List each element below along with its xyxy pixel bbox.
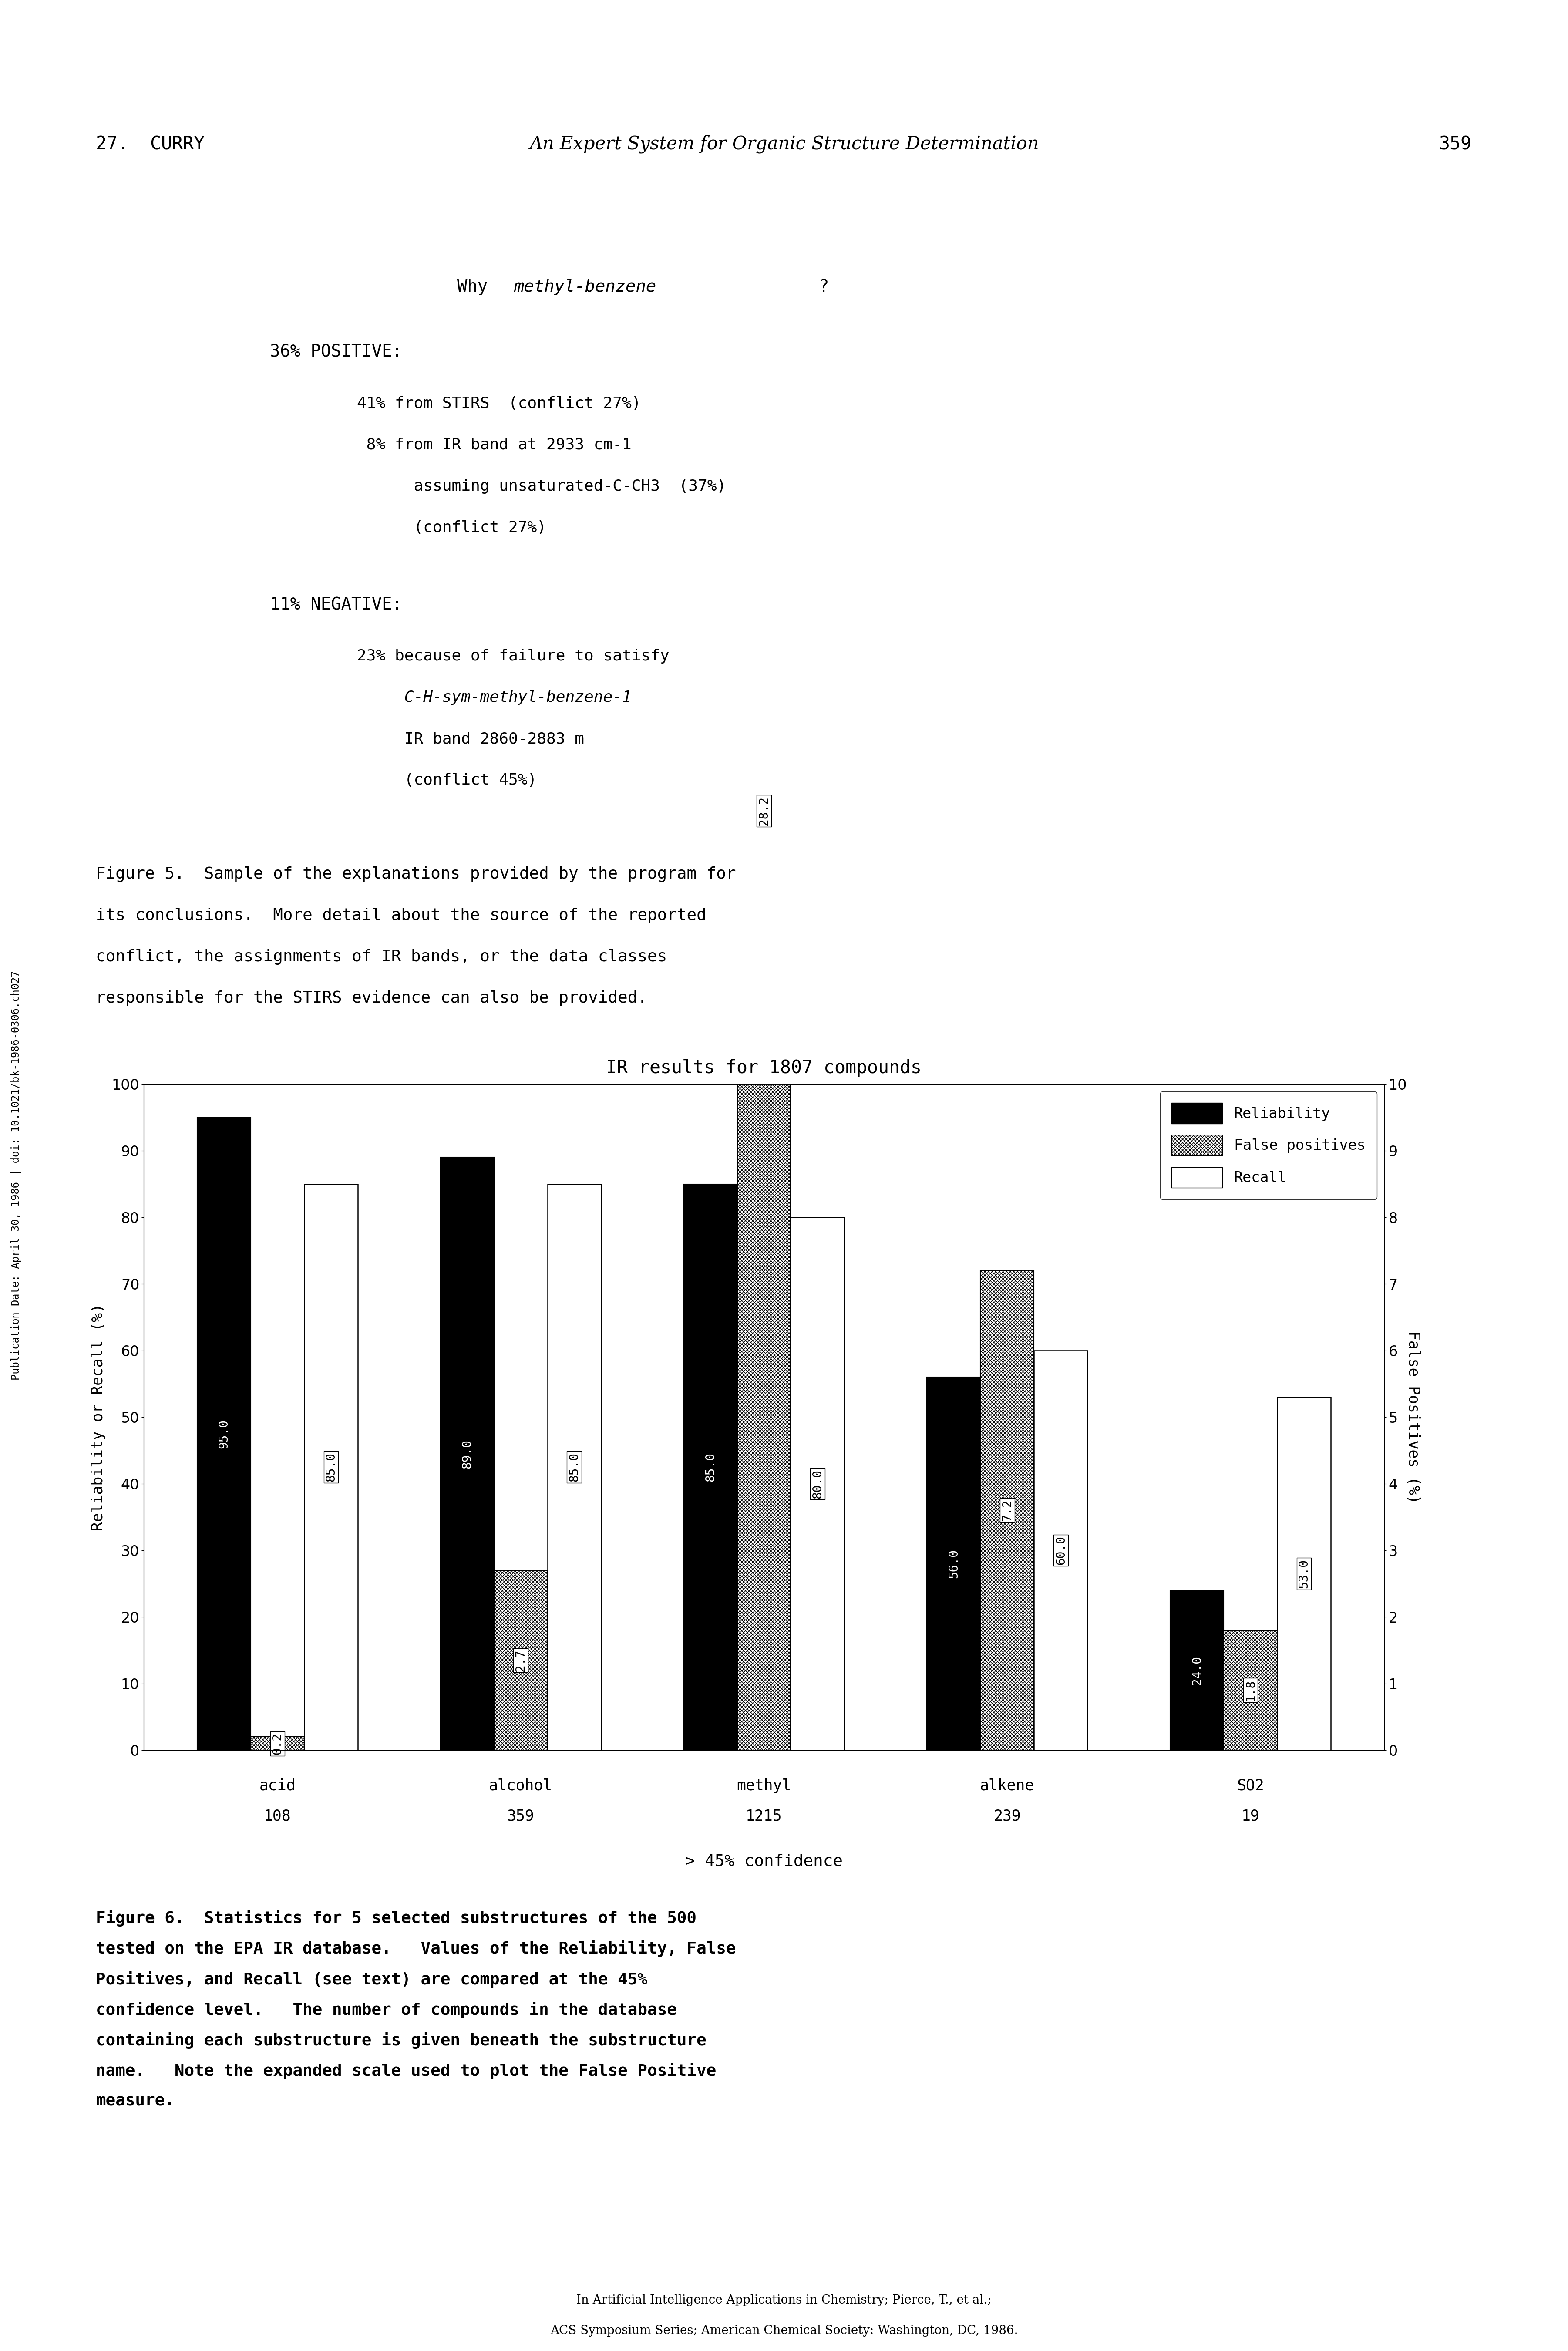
Text: its conclusions.  More detail about the source of the reported: its conclusions. More detail about the s… <box>96 907 707 924</box>
Text: methyl: methyl <box>737 1777 792 1794</box>
Text: measure.: measure. <box>96 2092 174 2109</box>
Text: 27.  CURRY: 27. CURRY <box>96 134 204 153</box>
Text: 85.0: 85.0 <box>704 1453 717 1481</box>
Text: 359: 359 <box>1439 134 1471 153</box>
Bar <box>198 1117 251 1749</box>
Text: 23% because of failure to satisfy: 23% because of failure to satisfy <box>358 649 670 663</box>
Text: 359: 359 <box>506 1808 535 1824</box>
Bar <box>790 1218 844 1749</box>
Text: 85.0: 85.0 <box>325 1453 337 1481</box>
Bar <box>927 1378 980 1749</box>
Text: alcohol: alcohol <box>489 1777 552 1794</box>
Text: SO2: SO2 <box>1237 1777 1264 1794</box>
Text: 11% NEGATIVE:: 11% NEGATIVE: <box>270 597 401 614</box>
Text: 56.0: 56.0 <box>947 1549 960 1578</box>
Text: responsible for the STIRS evidence can also be provided.: responsible for the STIRS evidence can a… <box>96 990 648 1006</box>
Text: Why: Why <box>458 280 497 296</box>
Text: 7.2: 7.2 <box>1000 1500 1013 1521</box>
Text: 36% POSITIVE:: 36% POSITIVE: <box>270 343 401 360</box>
Text: alkene: alkene <box>980 1777 1035 1794</box>
Text: 24.0: 24.0 <box>1190 1655 1203 1686</box>
Text: 1.8: 1.8 <box>1245 1679 1256 1702</box>
Bar <box>304 1185 358 1749</box>
Y-axis label: Reliability or Recall (%): Reliability or Recall (%) <box>91 1302 105 1531</box>
Text: 8% from IR band at 2933 cm-1: 8% from IR band at 2933 cm-1 <box>358 437 632 451</box>
Text: containing each substructure is given beneath the substructure: containing each substructure is given be… <box>96 2031 707 2048</box>
Text: Figure 6.  Statistics for 5 selected substructures of the 500: Figure 6. Statistics for 5 selected subs… <box>96 1909 696 1925</box>
Text: (conflict 27%): (conflict 27%) <box>358 520 546 536</box>
Text: In Artificial Intelligence Applications in Chemistry; Pierce, T., et al.;: In Artificial Intelligence Applications … <box>577 2295 991 2306</box>
Text: 2.7: 2.7 <box>514 1650 527 1672</box>
Text: 95.0: 95.0 <box>218 1420 230 1448</box>
Text: methyl-benzene: methyl-benzene <box>514 280 655 296</box>
Bar <box>251 1737 304 1749</box>
Text: 53.0: 53.0 <box>1298 1559 1311 1589</box>
Text: tested on the EPA IR database.   Values of the Reliability, False: tested on the EPA IR database. Values of… <box>96 1940 735 1956</box>
Text: Publication Date: April 30, 1986 | doi: 10.1021/bk-1986-0306.ch027: Publication Date: April 30, 1986 | doi: … <box>11 971 22 1380</box>
Bar <box>684 1185 737 1749</box>
Bar <box>547 1185 601 1749</box>
Text: ?: ? <box>818 280 828 296</box>
Text: 108: 108 <box>263 1808 292 1824</box>
Bar <box>1278 1396 1331 1749</box>
Bar <box>441 1157 494 1749</box>
Text: confidence level.   The number of compounds in the database: confidence level. The number of compound… <box>96 2001 677 2017</box>
Text: conflict, the assignments of IR bands, or the data classes: conflict, the assignments of IR bands, o… <box>96 950 666 964</box>
Text: acid: acid <box>259 1777 296 1794</box>
Bar <box>1170 1589 1223 1749</box>
Text: name.   Note the expanded scale used to plot the False Positive: name. Note the expanded scale used to pl… <box>96 2062 717 2078</box>
Legend: Reliability, False positives, Recall: Reliability, False positives, Recall <box>1160 1091 1377 1199</box>
Text: C-H-sym-methyl-benzene-1: C-H-sym-methyl-benzene-1 <box>358 691 632 705</box>
Text: An Expert System for Organic Structure Determination: An Expert System for Organic Structure D… <box>530 134 1038 153</box>
Text: IR band 2860-2883 m: IR band 2860-2883 m <box>358 731 585 745</box>
Text: 41% from STIRS  (conflict 27%): 41% from STIRS (conflict 27%) <box>358 397 641 411</box>
Text: Positives, and Recall (see text) are compared at the 45%: Positives, and Recall (see text) are com… <box>96 1970 648 1987</box>
Bar <box>1033 1349 1088 1749</box>
Title: IR results for 1807 compounds: IR results for 1807 compounds <box>607 1058 922 1077</box>
Text: 60.0: 60.0 <box>1055 1535 1066 1566</box>
Text: 89.0: 89.0 <box>461 1439 474 1469</box>
Text: 80.0: 80.0 <box>811 1469 823 1498</box>
Text: > 45% confidence: > 45% confidence <box>685 1853 842 1869</box>
Y-axis label: False Positives (%): False Positives (%) <box>1405 1331 1421 1505</box>
Text: 1215: 1215 <box>746 1808 782 1824</box>
Bar <box>1223 1629 1278 1749</box>
Text: 85.0: 85.0 <box>568 1453 580 1481</box>
Text: 0.2: 0.2 <box>271 1733 284 1754</box>
Bar <box>980 1270 1033 1749</box>
Bar <box>494 1570 547 1749</box>
Text: (conflict 45%): (conflict 45%) <box>358 773 536 788</box>
Text: ACS Symposium Series; American Chemical Society: Washington, DC, 1986.: ACS Symposium Series; American Chemical … <box>550 2325 1018 2337</box>
Text: 19: 19 <box>1242 1808 1259 1824</box>
Text: 28.2: 28.2 <box>757 797 770 825</box>
Text: assuming unsaturated-C-CH3  (37%): assuming unsaturated-C-CH3 (37%) <box>358 480 726 494</box>
Text: Figure 5.  Sample of the explanations provided by the program for: Figure 5. Sample of the explanations pro… <box>96 868 735 882</box>
Bar <box>737 0 790 1749</box>
Text: 239: 239 <box>994 1808 1021 1824</box>
